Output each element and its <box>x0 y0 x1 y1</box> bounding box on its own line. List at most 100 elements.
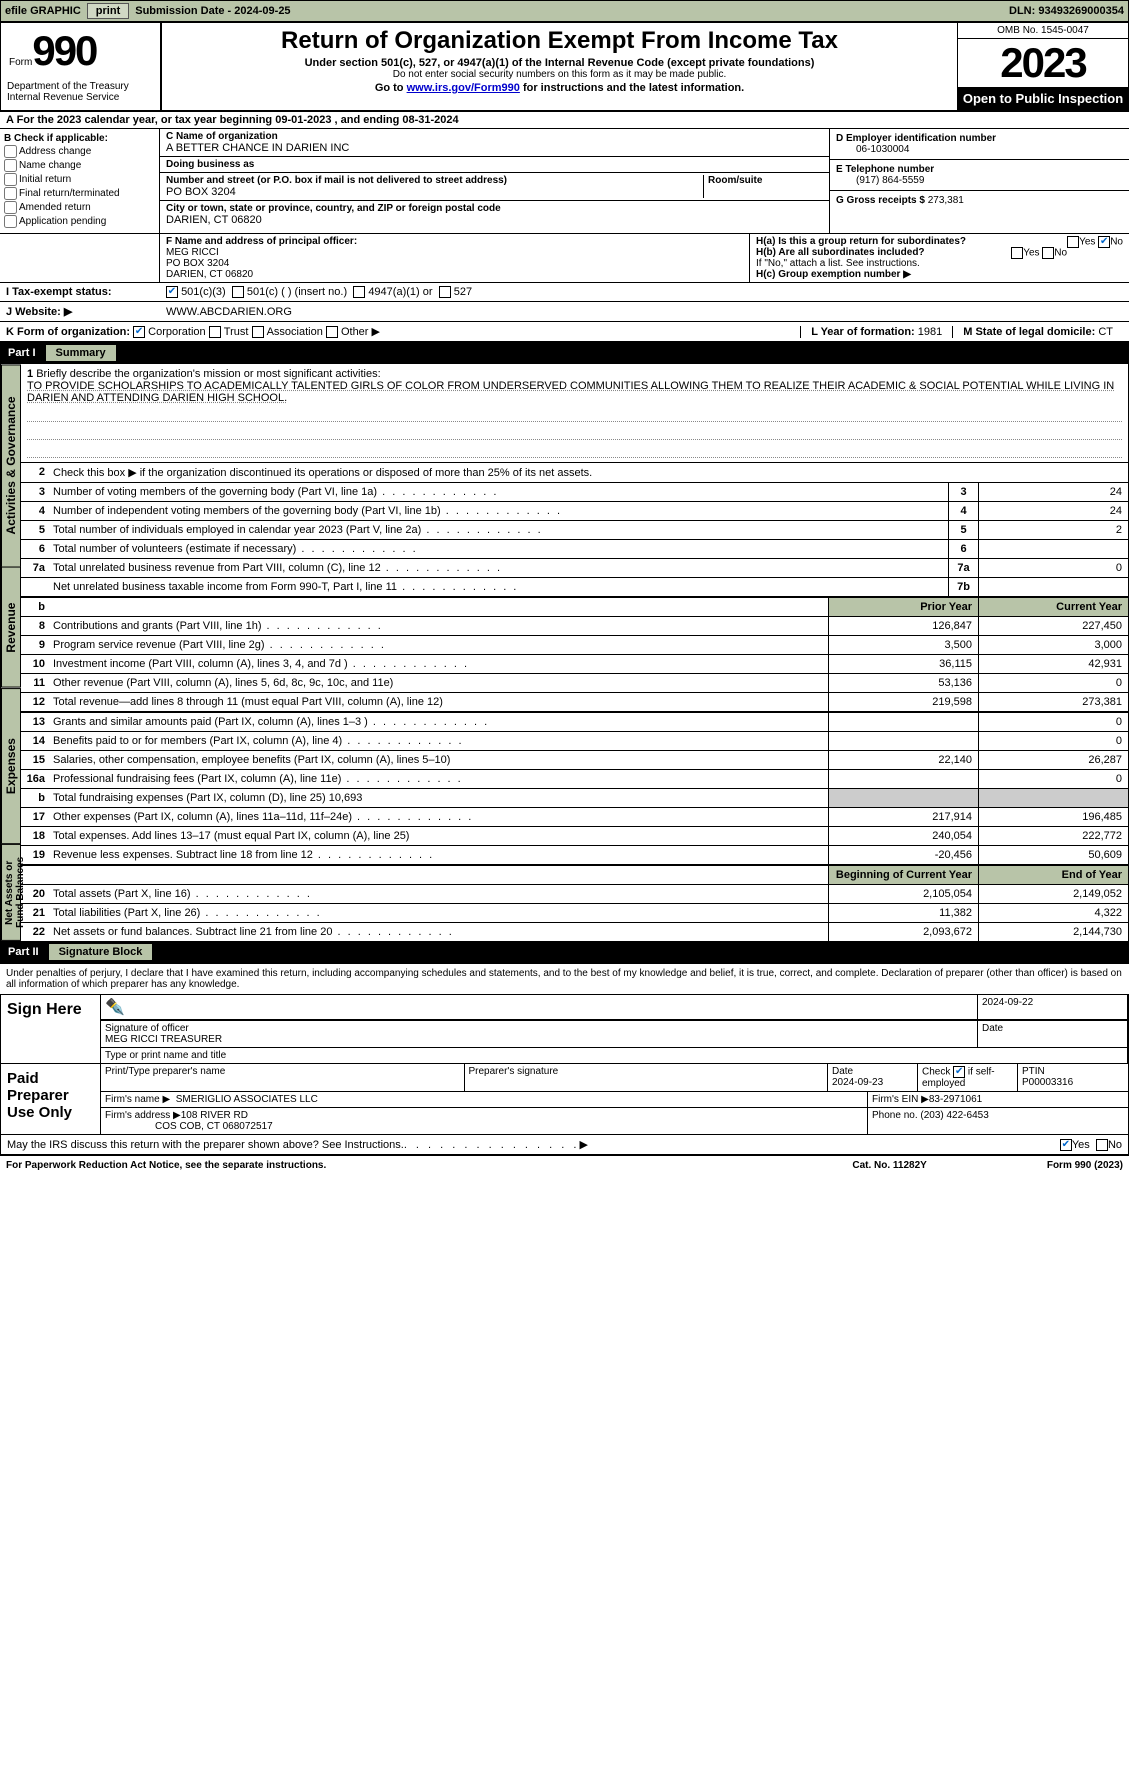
chk-501c3[interactable] <box>166 286 178 298</box>
dln: DLN: 93493269000354 <box>1005 5 1128 17</box>
val7b <box>978 578 1128 596</box>
firm-name: SMERIGLIO ASSOCIATES LLC <box>176 1094 318 1105</box>
gross: 273,381 <box>928 195 964 206</box>
box-j: J Website: ▶ WWW.ABCDARIEN.ORG <box>0 301 1129 321</box>
box-klm: K Form of organization: Corporation Trus… <box>0 321 1129 342</box>
line19: Revenue less expenses. Subtract line 18 … <box>49 846 828 864</box>
val5: 2 <box>978 521 1128 539</box>
room-label: Room/suite <box>708 175 762 186</box>
prep-date: 2024-09-23 <box>832 1077 883 1088</box>
subdate-label: Submission Date - 2024-09-25 <box>131 5 294 17</box>
box-c: C Name of organization A BETTER CHANCE I… <box>160 129 829 233</box>
street-label: Number and street (or P.O. box if mail i… <box>166 175 507 186</box>
chk-4947[interactable] <box>353 286 365 298</box>
chk-pending[interactable]: Application pending <box>4 215 155 228</box>
chk-other[interactable] <box>326 326 338 338</box>
sign-here: Sign Here <box>1 995 101 1063</box>
chk-self[interactable] <box>953 1066 965 1078</box>
chk-discuss-no[interactable] <box>1096 1139 1108 1151</box>
subtitle-3: Go to www.irs.gov/Form990 for instructio… <box>166 82 953 94</box>
city-label: City or town, state or province, country… <box>166 203 823 214</box>
val7a: 0 <box>978 559 1128 577</box>
line11: Other revenue (Part VIII, column (A), li… <box>49 674 828 692</box>
chk-name[interactable]: Name change <box>4 159 155 172</box>
sig-intro: Under penalties of perjury, I declare th… <box>0 963 1129 994</box>
firm-ein: 83-2971061 <box>929 1094 982 1105</box>
line18: Total expenses. Add lines 13–17 (must eq… <box>49 827 828 845</box>
hdr-begin: Beginning of Current Year <box>828 866 978 884</box>
line5: Total number of individuals employed in … <box>49 521 948 539</box>
form-header: Form990 Department of the Treasury Inter… <box>0 22 1129 111</box>
firm-addr2: COS COB, CT 068072517 <box>155 1121 273 1132</box>
box-de: D Employer identification number06-10300… <box>829 129 1129 233</box>
line17: Other expenses (Part IX, column (A), lin… <box>49 808 828 826</box>
print-button[interactable]: print <box>87 3 129 19</box>
line3: Number of voting members of the governin… <box>49 483 948 501</box>
chk-address[interactable]: Address change <box>4 145 155 158</box>
line-a: A For the 2023 calendar year, or tax yea… <box>0 111 1129 128</box>
val4: 24 <box>978 502 1128 520</box>
chk-assoc[interactable] <box>252 326 264 338</box>
open-inspection: Open to Public Inspection <box>958 87 1128 110</box>
side-revenue: Revenue <box>1 567 21 688</box>
line21: Total liabilities (Part X, line 26) <box>49 904 828 922</box>
hdr-prior: Prior Year <box>828 598 978 616</box>
street: PO BOX 3204 <box>166 186 236 198</box>
form-number-box: Form990 <box>1 23 161 79</box>
sig-date: 2024-09-22 <box>978 995 1128 1020</box>
ein: 06-1030004 <box>836 144 909 155</box>
hdr-curr: Current Year <box>978 598 1128 616</box>
subtitle-1: Under section 501(c), 527, or 4947(a)(1)… <box>166 57 953 69</box>
dba-label: Doing business as <box>166 159 254 170</box>
website: WWW.ABCDARIEN.ORG <box>166 306 292 318</box>
phone-label: E Telephone number <box>836 164 934 175</box>
line10: Investment income (Part VIII, column (A)… <box>49 655 828 673</box>
org-name: A BETTER CHANCE IN DARIEN INC <box>166 142 823 154</box>
box-b-header: B Check if applicable: <box>4 133 155 144</box>
line22: Net assets or fund balances. Subtract li… <box>49 923 828 941</box>
city: DARIEN, CT 06820 <box>166 214 823 226</box>
row-fh: F Name and address of principal officer:… <box>0 233 1129 282</box>
title-box: Return of Organization Exempt From Incom… <box>162 23 958 110</box>
chk-527[interactable] <box>439 286 451 298</box>
firm-phone: (203) 422-6453 <box>920 1110 988 1121</box>
mission-text: TO PROVIDE SCHOLARSHIPS TO ACADEMICALLY … <box>27 380 1114 404</box>
chk-trust[interactable] <box>209 326 221 338</box>
line15: Salaries, other compensation, employee b… <box>49 751 828 769</box>
omb-number: OMB No. 1545-0047 <box>958 23 1128 39</box>
chk-final[interactable]: Final return/terminated <box>4 187 155 200</box>
box-f: F Name and address of principal officer:… <box>160 234 749 282</box>
sig-table: Sign Here ✒️2024-09-22 Signature of offi… <box>0 994 1129 1135</box>
part1-body: Activities & Governance Revenue Expenses… <box>0 364 1129 941</box>
line4: Number of independent voting members of … <box>49 502 948 520</box>
line14: Benefits paid to or for members (Part IX… <box>49 732 828 750</box>
line9: Program service revenue (Part VIII, line… <box>49 636 828 654</box>
footer: For Paperwork Reduction Act Notice, see … <box>0 1155 1129 1175</box>
ein-label: D Employer identification number <box>836 133 996 144</box>
header-grid: B Check if applicable: Address change Na… <box>0 128 1129 233</box>
ptin: P00003316 <box>1022 1077 1073 1088</box>
chk-501c[interactable] <box>232 286 244 298</box>
line8: Contributions and grants (Part VIII, lin… <box>49 617 828 635</box>
dept-label: Department of the Treasury Internal Reve… <box>1 79 161 110</box>
part1-header: Part I Summary <box>0 342 1129 364</box>
side-activities: Activities & Governance <box>1 364 21 567</box>
tax-year: 2023 <box>958 39 1128 87</box>
side-netassets: Net Assets or Fund Balances <box>1 844 21 941</box>
line13: Grants and similar amounts paid (Part IX… <box>49 713 828 731</box>
chk-corp[interactable] <box>133 326 145 338</box>
firm-addr1: 108 RIVER RD <box>181 1110 248 1121</box>
chk-initial[interactable]: Initial return <box>4 173 155 186</box>
discuss-row: May the IRS discuss this return with the… <box>0 1135 1129 1155</box>
part2-header: Part II Signature Block <box>0 941 1129 963</box>
chk-discuss-yes[interactable] <box>1060 1139 1072 1151</box>
irs-link[interactable]: www.irs.gov/Form990 <box>407 82 520 94</box>
line16a: Professional fundraising fees (Part IX, … <box>49 770 828 788</box>
chk-amended[interactable]: Amended return <box>4 201 155 214</box>
line1: 1 Briefly describe the organization's mi… <box>21 364 1128 463</box>
line7a: Total unrelated business revenue from Pa… <box>49 559 948 577</box>
gross-label: G Gross receipts $ <box>836 195 928 206</box>
box-b: B Check if applicable: Address change Na… <box>0 129 160 233</box>
line6: Total number of volunteers (estimate if … <box>49 540 948 558</box>
form-title: Return of Organization Exempt From Incom… <box>166 27 953 55</box>
